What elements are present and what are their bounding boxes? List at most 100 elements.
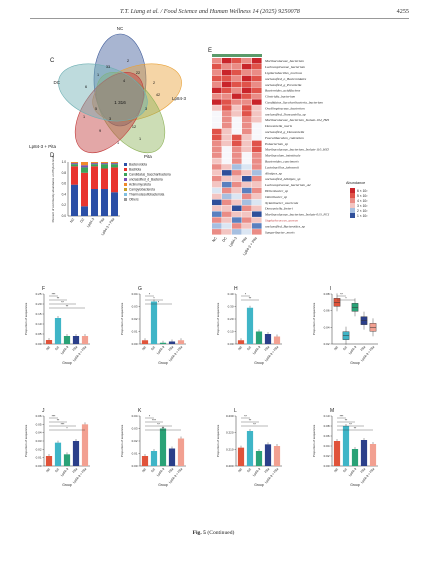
heatmap-cell — [232, 164, 242, 170]
stacked-letter: D — [50, 153, 55, 159]
heatmap-row-label: unclassified_Duncaniella_sp — [265, 112, 306, 116]
heatmap-cell — [252, 152, 262, 158]
panel-xtick: DC — [54, 467, 60, 474]
panel-xtick: NC — [237, 345, 243, 352]
heatmap-cell — [232, 211, 242, 217]
venn-count: 3 — [109, 117, 111, 121]
bar — [150, 451, 158, 466]
heatmap-cell — [242, 164, 252, 170]
heatmap-cell — [212, 217, 222, 223]
stacked-legend-swatch — [124, 193, 127, 196]
heatmap-cell — [232, 176, 242, 182]
heatmap-row-label: Sangeribacter_muris — [265, 230, 295, 234]
panel-xlabel: Group — [350, 361, 360, 365]
sig-label: * — [158, 301, 160, 305]
heatmap-cell — [252, 111, 262, 117]
heatmap-cell — [242, 181, 252, 188]
panel-xtick: Pita — [168, 345, 175, 352]
heatmap-cell — [232, 87, 242, 93]
heatmap-cell — [232, 93, 242, 99]
heatmap-row-label: Helicobacter_sp — [264, 189, 288, 193]
panel-ylabel: Proportion of sequences — [216, 424, 220, 457]
heatmap-cell — [252, 217, 262, 223]
panel-xlabel: Group — [254, 361, 264, 365]
stacked-segment — [91, 164, 98, 167]
heatmap-cell — [252, 105, 262, 111]
panel-xtick: Lp84-3 — [156, 467, 166, 477]
panel-xtick: Lp84-3 — [252, 467, 262, 477]
panel-ytick: 0.06 — [36, 414, 42, 418]
panel-xtick: DC — [342, 467, 348, 474]
bar — [333, 441, 341, 466]
panel-ytick: 0.04 — [324, 444, 330, 448]
panel-ytick: 0.01 — [36, 456, 42, 460]
venn-ellipse-4 — [58, 63, 148, 122]
heatmap-col-bar — [212, 54, 262, 57]
stacked-segment — [101, 164, 108, 169]
heatmap-cell — [222, 69, 232, 76]
stacked-legend-swatch — [124, 188, 127, 191]
heatmap-row-label: unclassified_Alistipes_sp — [265, 177, 301, 181]
bar — [237, 340, 245, 344]
heatmap-cell — [232, 187, 242, 194]
heatmap-legend-tick: 6 × 10² — [357, 189, 368, 193]
panel-ytick: 0.01 — [132, 452, 138, 456]
heatmap-cell — [252, 58, 262, 64]
bar — [63, 336, 71, 344]
sig-label: ** — [249, 419, 252, 423]
stacked-legend-swatch — [124, 178, 127, 181]
heatmap-col-label: NC — [212, 236, 218, 243]
panel-ytick: 0.200 — [226, 464, 234, 468]
heatmap-cell — [252, 205, 262, 211]
heatmap-cell — [222, 223, 232, 229]
heatmap-cell — [232, 128, 242, 135]
venn-ellipse-0 — [93, 33, 147, 127]
stacked-legend-label: Bacteroidota — [129, 163, 147, 167]
panel-ytick: 0.02 — [324, 342, 330, 346]
panel-letter: J — [42, 408, 45, 414]
heatmap-cell — [222, 111, 232, 117]
heatmap-cell — [212, 152, 222, 158]
stacked-legend-swatch — [124, 168, 127, 171]
sig-label: *** — [152, 419, 156, 423]
sig-label: ** — [345, 419, 348, 423]
bar — [45, 456, 53, 466]
heatmap-cell — [242, 176, 252, 182]
heatmap-cell — [212, 87, 222, 93]
panel-ytick: 0.00 — [36, 342, 42, 346]
stacked-segment — [111, 167, 118, 193]
header-rule — [30, 18, 409, 19]
panel-xlabel: Group — [158, 361, 168, 365]
heatmap-cell — [232, 75, 242, 82]
heatmap-legend-title: Abundance — [346, 181, 365, 185]
heatmap-legend-swatch — [350, 203, 355, 208]
heatmap-cell — [252, 128, 262, 135]
stacked-segment — [101, 162, 108, 164]
venn-ellipse-1 — [92, 63, 182, 122]
heatmap-cell — [252, 134, 262, 141]
panel-ytick: 0.00 — [36, 464, 42, 468]
stacked-ytick: 1.0 — [62, 160, 67, 164]
heatmap-cell — [252, 176, 262, 182]
heatmap-cell — [252, 122, 262, 129]
panel-ytick: 0.06 — [324, 309, 330, 313]
stacked-segment — [71, 162, 78, 164]
heatmap-cell — [222, 152, 232, 158]
heatmap-cell — [252, 69, 262, 76]
heatmap-row-label: Staphylococcus_aureus — [265, 219, 299, 223]
heatmap-legend-swatch — [350, 198, 355, 203]
heatmap-cell — [212, 170, 222, 176]
heatmap-row-label: Clostridia_bacterium — [265, 95, 296, 99]
sig-label: ** — [349, 423, 352, 427]
heatmap-cell — [252, 181, 262, 188]
heatmap-row-label: Muribaculaceae_bacterium_Isolate-104_HZI — [264, 118, 330, 122]
heatmap-cell — [232, 205, 242, 211]
heatmap-row-label: unclassified_o_Bacteroidales — [265, 77, 307, 81]
panel-xtick: DC — [54, 345, 60, 352]
heatmap-cell — [252, 99, 262, 105]
stacked-segment — [81, 172, 88, 207]
panel-ytick: 0.01 — [132, 330, 138, 334]
panel-letter: K — [138, 408, 142, 414]
venn-count: 2 — [153, 81, 155, 85]
bar — [273, 336, 281, 344]
